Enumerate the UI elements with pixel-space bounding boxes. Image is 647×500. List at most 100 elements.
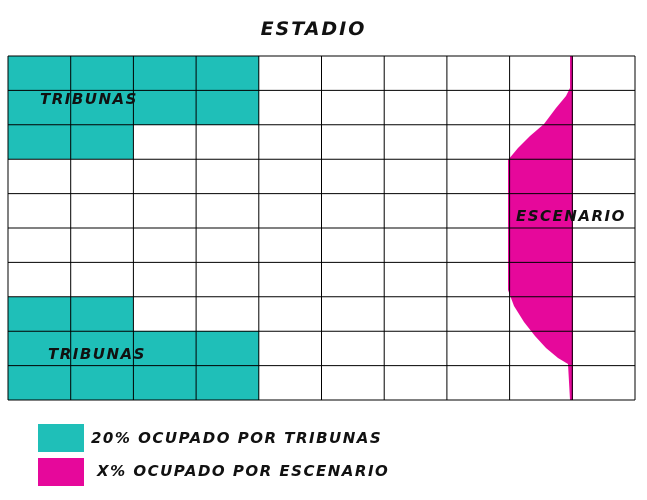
- grid-cell: [196, 193, 259, 228]
- tribunas-cell: [8, 124, 71, 160]
- grid-cell: [133, 296, 197, 332]
- grid-cell: [446, 159, 510, 194]
- grid-cell: [321, 296, 385, 332]
- grid-cell: [572, 228, 635, 263]
- grid-cell: [258, 56, 322, 91]
- grid-cell: [196, 124, 259, 160]
- grid-cell: [321, 331, 385, 366]
- tribunas-cell: [8, 331, 71, 366]
- grid-cell: [258, 90, 322, 125]
- grid-cell: [258, 296, 322, 332]
- grid-cell: [70, 262, 134, 297]
- grid-cell: [258, 193, 322, 228]
- tribunas-cell: [133, 365, 197, 400]
- tribunas-cell: [196, 90, 259, 125]
- tribunas-cell: [196, 365, 259, 400]
- grid-cell: [384, 228, 447, 263]
- tribunas-top-label: TRIBUNAS: [40, 90, 138, 108]
- tribunas-cell: [70, 331, 134, 366]
- grid-cell: [384, 296, 447, 332]
- grid-cell: [446, 124, 510, 160]
- grid-cell: [384, 90, 447, 125]
- tribunas-bottom-label: TRIBUNAS: [48, 345, 146, 363]
- grid-cell: [321, 90, 385, 125]
- grid-cell: [384, 193, 447, 228]
- grid-cell: [8, 193, 71, 228]
- grid-cell: [258, 262, 322, 297]
- grid-cell: [258, 228, 322, 263]
- legend-swatch-escenario: [38, 458, 84, 486]
- grid-cell: [572, 124, 635, 160]
- grid-cell: [384, 124, 447, 160]
- grid-cell: [509, 365, 573, 400]
- grid-cell: [384, 262, 447, 297]
- grid-cell: [133, 193, 197, 228]
- grid-cell: [258, 365, 322, 400]
- grid-cell: [572, 56, 635, 91]
- grid-cell: [572, 159, 635, 194]
- legend-text-escenario: X% OCUPADO POR ESCENARIO: [97, 462, 390, 480]
- grid-cell: [133, 159, 197, 194]
- grid-cell: [572, 262, 635, 297]
- tribunas-cell: [8, 365, 71, 400]
- tribunas-cell: [133, 56, 197, 91]
- tribunas-cell: [70, 296, 134, 332]
- grid-cell: [70, 193, 134, 228]
- grid-cell: [384, 365, 447, 400]
- tribunas-cell: [70, 90, 134, 125]
- grid-cell: [8, 228, 71, 263]
- grid-cell: [8, 262, 71, 297]
- grid-cell: [321, 228, 385, 263]
- tribunas-cell: [70, 56, 134, 91]
- legend-swatch-tribunas: [38, 424, 84, 452]
- tribunas-cell: [8, 90, 71, 125]
- grid-cell: [196, 159, 259, 194]
- grid-cell: [8, 159, 71, 194]
- grid-cell: [384, 56, 447, 91]
- grid-cell: [384, 331, 447, 366]
- grid-cell: [133, 228, 197, 263]
- grid-cell: [70, 228, 134, 263]
- grid-cell: [258, 331, 322, 366]
- grid-lines: [7, 55, 636, 401]
- grid-cell: [446, 193, 510, 228]
- grid-cell: [196, 262, 259, 297]
- tribunas-cell: [196, 331, 259, 366]
- grid-cell: [572, 365, 635, 400]
- grid-cell: [321, 365, 385, 400]
- page-title: ESTADIO: [260, 18, 367, 40]
- grid-cell: [196, 296, 259, 332]
- tribunas-cell: [8, 296, 71, 332]
- grid-cell: [572, 90, 635, 125]
- grid-cell: [321, 159, 385, 194]
- grid-cell: [321, 124, 385, 160]
- grid-cell: [258, 124, 322, 160]
- tribunas-cell: [70, 365, 134, 400]
- grid-cell: [572, 296, 635, 332]
- grid-cell: [509, 56, 573, 91]
- grid-cell: [446, 296, 510, 332]
- grid-cell: [446, 262, 510, 297]
- grid-cell: [133, 124, 197, 160]
- tribunas-cell: [8, 56, 71, 91]
- grid-cell: [70, 159, 134, 194]
- grid-cell: [321, 262, 385, 297]
- grid-cell: [572, 331, 635, 366]
- tribunas-cell: [70, 124, 134, 160]
- grid-cell: [446, 331, 510, 366]
- grid-cell: [572, 193, 635, 228]
- grid-cell: [446, 56, 510, 91]
- escenario-label: ESCENARIO: [516, 207, 626, 225]
- grid-cell: [196, 228, 259, 263]
- tribunas-cell: [133, 331, 197, 366]
- grid-cell: [384, 159, 447, 194]
- grid-cell: [133, 262, 197, 297]
- grid-cell: [321, 56, 385, 91]
- tribunas-cell: [133, 90, 197, 125]
- legend-text-tribunas: 20% OCUPADO POR TRIBUNAS: [91, 429, 383, 447]
- grid-cell: [446, 228, 510, 263]
- grid-cell: [258, 159, 322, 194]
- grid-cell: [321, 193, 385, 228]
- grid-cell: [446, 365, 510, 400]
